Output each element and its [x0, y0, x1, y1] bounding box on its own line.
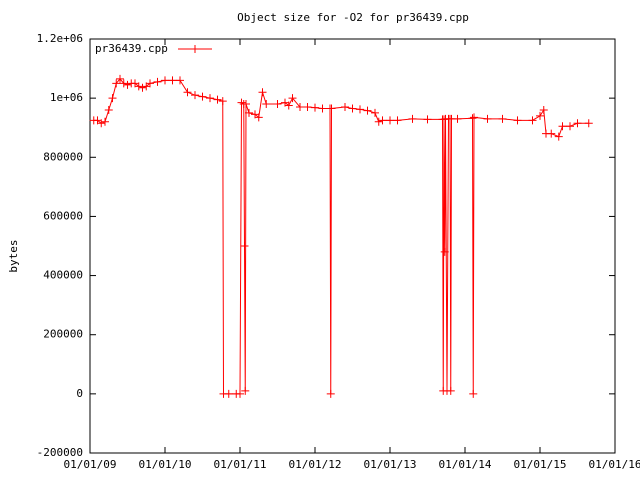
y-tick-label: 1e+06 [50, 91, 83, 104]
point [371, 108, 379, 117]
point [513, 116, 522, 125]
legend-label: pr36439.cpp [95, 42, 168, 55]
point [573, 119, 582, 128]
x-tick-label: 01/01/13 [364, 458, 417, 471]
y-tick-label: 600000 [43, 209, 83, 222]
point [198, 92, 207, 101]
point [327, 104, 336, 113]
point [97, 119, 106, 128]
x-tick-label: 01/01/12 [289, 458, 342, 471]
point [341, 103, 349, 112]
point [191, 91, 199, 100]
point [242, 100, 250, 109]
point [153, 77, 162, 86]
point [528, 116, 537, 125]
point [213, 95, 222, 104]
chart-title: Object size for -O2 for pr36439.cpp [237, 11, 469, 24]
point [374, 117, 383, 126]
point [393, 116, 402, 125]
point [237, 98, 246, 107]
point [218, 97, 227, 106]
x-tick-label: 01/01/16 [589, 458, 640, 471]
point [386, 116, 394, 125]
x-tick-label: 01/01/10 [139, 458, 192, 471]
y-tick-label: 800000 [43, 150, 83, 163]
point [236, 389, 244, 398]
point [468, 114, 477, 123]
point [108, 94, 117, 103]
plot-border [89, 38, 616, 454]
point [326, 389, 335, 398]
point [240, 242, 249, 250]
x-tick-label: 01/01/11 [214, 458, 267, 471]
point [423, 115, 432, 124]
point [245, 108, 253, 117]
y-tick-label: 0 [76, 387, 83, 400]
point [378, 116, 387, 125]
x-tick-label: 01/01/14 [439, 458, 492, 471]
legend-marker [191, 45, 199, 53]
point [296, 103, 304, 112]
point [224, 389, 233, 398]
point [547, 129, 556, 138]
point [161, 76, 169, 85]
point [112, 79, 121, 88]
point [262, 100, 271, 109]
point [470, 113, 478, 122]
point [183, 88, 192, 97]
point [311, 103, 319, 112]
point [138, 83, 147, 92]
x-tick-label: 01/01/15 [514, 458, 567, 471]
point [254, 113, 263, 122]
point [101, 117, 109, 126]
point [584, 119, 593, 128]
point [134, 82, 143, 91]
y-tick-label: 400000 [43, 269, 83, 282]
y-tick-label: -200000 [37, 446, 83, 459]
point [206, 94, 214, 103]
point [348, 104, 357, 113]
point [469, 389, 478, 398]
point [123, 80, 132, 89]
point [356, 105, 364, 114]
series-line [93, 78, 589, 395]
point [176, 76, 184, 85]
point [168, 76, 177, 85]
point [363, 106, 372, 115]
point [498, 114, 507, 123]
point [408, 114, 417, 123]
point [539, 105, 548, 114]
point [241, 386, 250, 395]
x-tick-label: 01/01/09 [64, 458, 117, 471]
point [303, 103, 312, 112]
point [116, 74, 124, 83]
point [146, 79, 154, 88]
point [440, 115, 448, 124]
point [119, 79, 128, 88]
point [288, 94, 297, 103]
point [483, 114, 492, 123]
point [453, 114, 462, 123]
point [318, 104, 327, 113]
point [558, 122, 567, 131]
point [284, 101, 293, 110]
y-tick-label: 200000 [43, 328, 83, 341]
point [273, 100, 282, 109]
y-axis-label: bytes [7, 239, 20, 272]
point [258, 88, 267, 97]
point [554, 132, 563, 141]
point [446, 386, 455, 395]
point [104, 105, 113, 114]
point [566, 122, 574, 131]
point [440, 247, 449, 256]
y-tick-label: 1.2e+06 [37, 32, 83, 45]
point [536, 111, 544, 120]
